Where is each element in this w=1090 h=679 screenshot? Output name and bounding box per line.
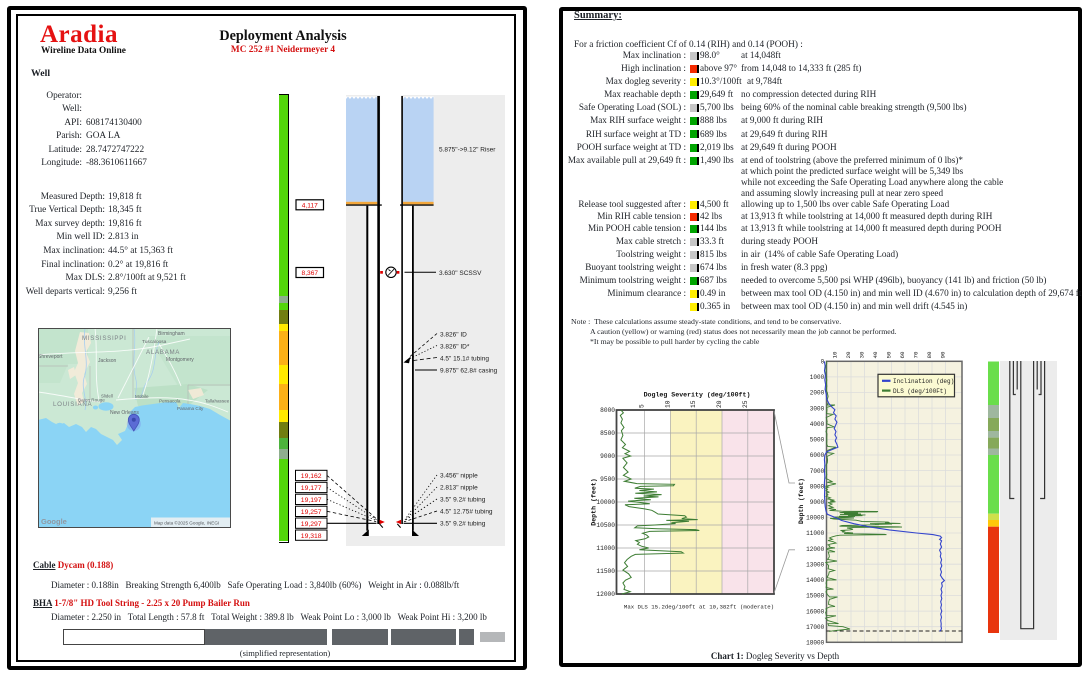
svg-text:19,162: 19,162 [301,473,322,480]
svg-text:LOUISIANA: LOUISIANA [53,401,92,408]
svg-text:20: 20 [716,400,723,408]
svg-text:Dogleg Severity (deg/100ft): Dogleg Severity (deg/100ft) [644,392,751,399]
svg-text:Shreveport: Shreveport [38,354,63,360]
svg-text:90: 90 [940,351,947,358]
svg-text:7000: 7000 [810,468,825,475]
svg-text:14000: 14000 [806,577,824,584]
svg-text:Slidell: Slidell [101,394,113,399]
svg-text:3000: 3000 [810,405,825,412]
svg-text:70: 70 [913,351,920,358]
svg-text:Jackson: Jackson [98,358,117,364]
svg-text:15: 15 [690,400,697,408]
svg-text:9000: 9000 [600,453,615,460]
svg-text:0: 0 [821,359,825,366]
svg-text:ALABAMA: ALABAMA [146,349,180,356]
svg-text:8000: 8000 [600,407,615,414]
svg-text:5.875"->9.12" Riser: 5.875"->9.12" Riser [439,147,496,154]
svg-text:3.5" 9.2# tubing: 3.5" 9.2# tubing [440,497,486,504]
svg-text:30: 30 [859,351,866,358]
svg-text:Montgomery: Montgomery [166,357,194,363]
svg-text:Mobile: Mobile [135,394,149,399]
svg-text:12000: 12000 [806,546,824,553]
svg-text:11000: 11000 [806,530,824,537]
svg-text:2.813" nipple: 2.813" nipple [440,485,478,492]
svg-text:11500: 11500 [596,568,615,575]
svg-text:Tuscaloosa: Tuscaloosa [142,339,167,345]
svg-text:25: 25 [742,400,749,408]
svg-text:6000: 6000 [810,452,825,459]
svg-text:Depth (feet): Depth (feet) [798,478,805,524]
svg-text:Max DLS 15.2deg/100ft at 10,38: Max DLS 15.2deg/100ft at 10,382ft (moder… [624,604,774,611]
svg-text:3.5" 9.2# tubing: 3.5" 9.2# tubing [440,521,486,528]
svg-text:3.826" ID*: 3.826" ID* [440,344,470,351]
svg-text:Google: Google [41,517,67,526]
svg-text:10000: 10000 [596,499,615,506]
svg-text:20: 20 [845,351,852,358]
svg-text:19,257: 19,257 [301,509,322,516]
svg-text:19,197: 19,197 [301,497,322,504]
svg-text:12000: 12000 [596,591,615,598]
svg-text:Baton Rouge: Baton Rouge [78,398,105,403]
svg-text:16000: 16000 [806,608,824,615]
svg-text:2000: 2000 [810,390,825,397]
svg-text:5000: 5000 [810,437,825,444]
svg-text:3.630" SCSSV: 3.630" SCSSV [439,270,482,277]
svg-text:3.826" ID: 3.826" ID [440,332,467,339]
svg-text:Map data ©2025 Google, INEGI: Map data ©2025 Google, INEGI [154,520,219,526]
svg-text:Depth (feet): Depth (feet) [591,478,598,525]
svg-text:19,318: 19,318 [301,533,322,540]
svg-text:8500: 8500 [600,430,615,437]
svg-text:60: 60 [899,351,906,358]
svg-text:3.456" nipple: 3.456" nipple [440,473,478,480]
svg-text:40: 40 [872,351,879,358]
svg-text:Inclination (deg): Inclination (deg) [893,378,954,385]
svg-text:18000: 18000 [806,640,824,647]
svg-text:Pensacola: Pensacola [159,399,181,404]
svg-text:Tallahassee: Tallahassee [205,399,230,404]
svg-text:13000: 13000 [806,561,824,568]
svg-text:5: 5 [639,404,646,408]
svg-text:4.5" 15.1# tubing: 4.5" 15.1# tubing [440,356,489,363]
svg-text:19,297: 19,297 [301,521,322,528]
svg-text:Birmingham: Birmingham [158,331,185,337]
svg-text:1000: 1000 [810,374,825,381]
svg-text:9.875" 62.8# casing: 9.875" 62.8# casing [440,368,498,375]
svg-text:4000: 4000 [810,421,825,428]
svg-text:9500: 9500 [600,476,615,483]
svg-text:10: 10 [832,351,839,358]
svg-text:15000: 15000 [806,593,824,600]
svg-text:8000: 8000 [810,483,825,490]
svg-text:10: 10 [664,400,671,408]
svg-text:4,117: 4,117 [302,202,318,209]
svg-text:8,367: 8,367 [302,270,319,277]
svg-text:4.5" 12.75# tubing: 4.5" 12.75# tubing [440,509,493,516]
svg-text:50: 50 [886,351,893,358]
svg-text:New Orleans: New Orleans [110,410,139,416]
svg-text:80: 80 [926,351,933,358]
svg-text:11000: 11000 [596,545,615,552]
svg-text:19,177: 19,177 [301,485,322,492]
svg-text:17000: 17000 [806,624,824,631]
svg-text:Panama City: Panama City [177,406,204,411]
svg-text:10000: 10000 [806,515,824,522]
svg-text:MISSISSIPPI: MISSISSIPPI [82,335,127,342]
svg-text:9000: 9000 [810,499,825,506]
svg-text:10500: 10500 [596,522,615,529]
svg-text:DLS (deg/100Ft): DLS (deg/100Ft) [893,388,947,395]
